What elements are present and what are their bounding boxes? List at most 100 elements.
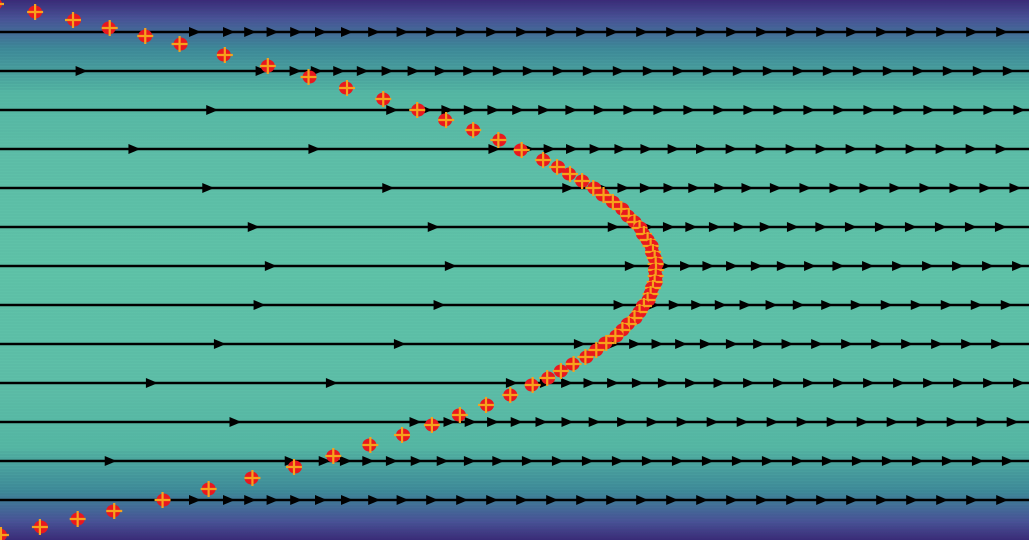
streamline-arrow — [761, 456, 774, 466]
streamline-arrow — [629, 339, 642, 349]
streamline-arrow — [846, 495, 859, 505]
streamline-arrow — [583, 378, 596, 388]
streamline-arrow — [688, 183, 701, 193]
streamline-arrow — [145, 378, 158, 388]
streamline-arrow — [213, 339, 226, 349]
streamline-arrow — [614, 144, 627, 154]
streamline-arrow — [971, 456, 984, 466]
interface-marker — [552, 363, 569, 379]
streamline-arrow — [952, 261, 965, 271]
streamline-arrow — [368, 27, 381, 37]
streamline-arrow — [964, 222, 977, 232]
streamline-arrow — [565, 105, 578, 115]
streamline-arrow — [464, 417, 477, 427]
streamline-arrow — [876, 495, 889, 505]
streamline-arrow — [666, 27, 679, 37]
streamline-arrow — [970, 300, 983, 310]
streamline-arrow — [699, 339, 712, 349]
streamline-arrow — [739, 300, 752, 310]
streamline-arrow — [1012, 261, 1025, 271]
streamline-arrow — [936, 495, 949, 505]
interface-marker — [101, 20, 118, 36]
interface-marker — [604, 194, 621, 210]
streamline-arrow — [253, 300, 266, 310]
streamline-arrow — [904, 222, 917, 232]
streamline-arrow — [247, 222, 260, 232]
streamline-arrow — [876, 27, 889, 37]
streamline-arrow — [1001, 456, 1014, 466]
streamline-arrow — [776, 261, 789, 271]
streamline-arrow — [696, 495, 709, 505]
streamline-arrow — [1006, 417, 1019, 427]
streamline-arrow — [725, 339, 738, 349]
streamline-arrow — [799, 183, 812, 193]
interface-marker — [549, 159, 566, 175]
streamline-arrow — [850, 300, 863, 310]
streamline-arrow — [75, 66, 88, 76]
streamline-arrow — [816, 27, 829, 37]
streamline-arrow — [426, 495, 439, 505]
streamline-arrow — [852, 66, 865, 76]
streamline-arrow — [552, 66, 565, 76]
streamline-arrow — [382, 183, 395, 193]
interface-marker — [595, 187, 612, 203]
streamline-arrow — [486, 27, 499, 37]
streamline-arrow — [551, 456, 564, 466]
streamline-arrow — [713, 378, 726, 388]
streamline-arrow — [589, 144, 602, 154]
streamline-arrow — [434, 66, 447, 76]
interface-marker — [607, 328, 624, 344]
streamline-arrow — [410, 456, 423, 466]
streamline-arrow — [983, 378, 996, 388]
streamline-arrow — [613, 300, 626, 310]
streamline-arrow — [189, 27, 201, 37]
streamline-arrow — [624, 261, 637, 271]
streamline-arrow — [685, 222, 698, 232]
interface-marker — [362, 437, 379, 453]
streamline-arrow — [561, 417, 574, 427]
streamline-arrow — [463, 456, 476, 466]
streamline-arrow — [934, 222, 947, 232]
interface-marker — [562, 166, 579, 182]
interface-marker — [513, 142, 530, 158]
streamline-arrow — [1002, 66, 1015, 76]
interface-marker — [27, 4, 44, 20]
streamline-arrow — [444, 261, 457, 271]
streamline-arrow — [875, 144, 888, 154]
streamline-arrow — [433, 300, 446, 310]
streamline-arrow — [653, 105, 666, 115]
streamline-arrow — [128, 144, 141, 154]
streamline-arrow — [966, 495, 979, 505]
streamline-arrow — [880, 300, 893, 310]
streamline-arrow — [961, 339, 974, 349]
streamline-arrow — [815, 222, 828, 232]
interface-marker — [502, 387, 519, 403]
streamline-arrow — [976, 417, 989, 427]
streamline-arrow — [753, 339, 766, 349]
streamline-arrow — [426, 27, 439, 37]
streamline-arrow — [766, 417, 779, 427]
streamline-arrow — [487, 105, 500, 115]
streamline-arrow — [636, 27, 649, 37]
streamline-arrow — [104, 456, 117, 466]
streamline-arrow — [617, 183, 630, 193]
streamline-arrow — [611, 456, 624, 466]
streamline-arrow — [255, 66, 268, 76]
streamline-arrow — [546, 27, 559, 37]
streamline-arrow — [759, 222, 772, 232]
streamline-arrow — [965, 144, 978, 154]
streamline-arrow — [436, 456, 449, 466]
streamline-arrow — [713, 105, 726, 115]
streamline-arrow — [516, 27, 529, 37]
interface-marker — [69, 511, 86, 527]
streamline-arrow — [206, 105, 219, 115]
streamline-arrow — [492, 66, 505, 76]
streamline-arrow — [368, 495, 381, 505]
streamline-arrow — [521, 456, 534, 466]
streamline-arrow — [427, 222, 440, 232]
streamline-arrow — [991, 339, 1004, 349]
streamline-arrow — [486, 495, 499, 505]
streamline-arrow — [606, 27, 619, 37]
streamline-arrow — [396, 27, 409, 37]
streamline-arrow — [769, 183, 782, 193]
